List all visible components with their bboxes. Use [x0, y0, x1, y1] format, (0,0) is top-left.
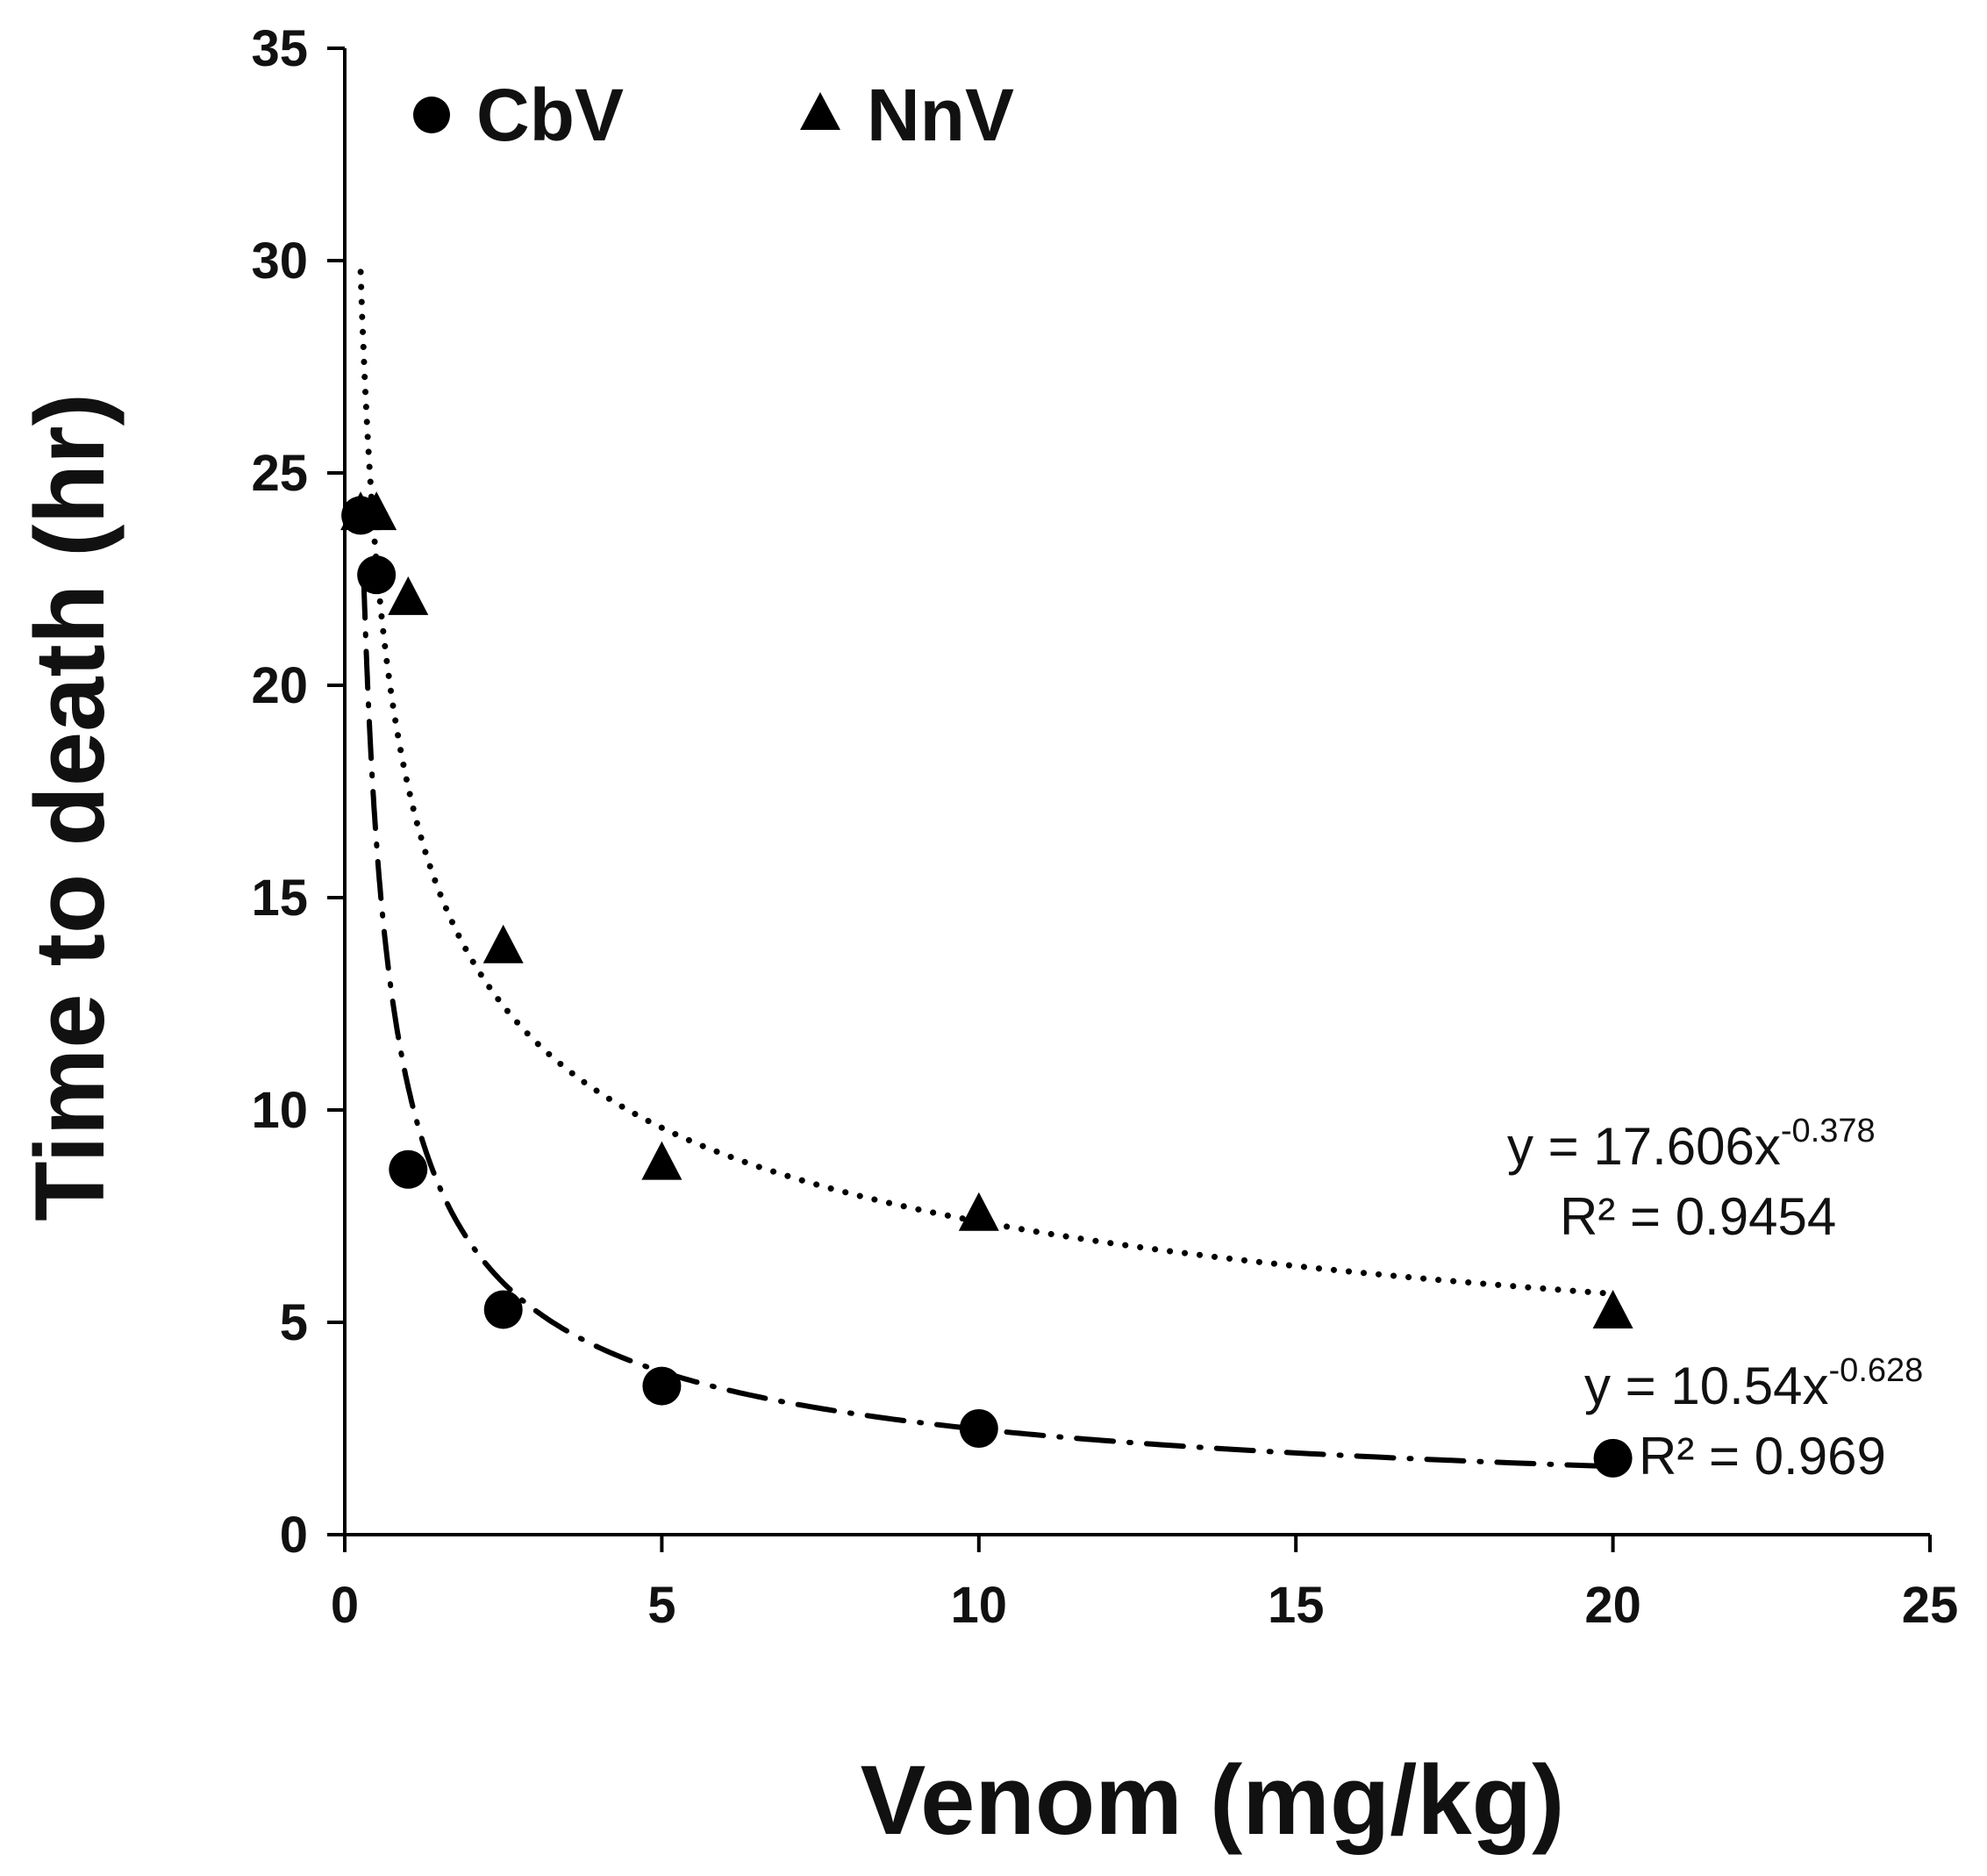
cbv-point-4 — [483, 1290, 523, 1329]
y-tick-label-30: 30 — [251, 233, 308, 290]
cbv-point-3 — [389, 1149, 428, 1189]
axes — [343, 48, 1930, 1536]
nnv-equation-exponent: -0.378 — [1781, 1113, 1876, 1149]
nnv-point-4 — [482, 924, 524, 963]
x-tick-label-10: 10 — [951, 1577, 1008, 1634]
data-points — [340, 491, 1633, 1478]
legend-marker-nnv — [800, 92, 840, 130]
nnv-r-squared: R² = 0.9454 — [1560, 1187, 1836, 1246]
legend: CbV NnV — [413, 74, 1014, 156]
cbv-point-5 — [642, 1366, 682, 1406]
nnv-trendline-annotation: y = 17.606x-0.378 R² = 0.9454 — [1507, 1113, 1876, 1246]
nnv-equation: y = 17.606x-0.378 — [1507, 1113, 1876, 1176]
y-tick-label-35: 35 — [251, 20, 308, 77]
x-tick-label-0: 0 — [331, 1577, 359, 1634]
nnv-equation-base: y = 17.606x — [1507, 1117, 1781, 1176]
cbv-trendline-annotation: y = 10.54x-0.628 R² = 0.969 — [1584, 1352, 1923, 1486]
y-tick-label-25: 25 — [251, 445, 308, 502]
legend-label-nnv: NnV — [867, 74, 1014, 156]
cbv-trendline — [361, 578, 1616, 1470]
nnv-point-5 — [641, 1141, 683, 1180]
cbv-r-squared: R² = 0.969 — [1639, 1427, 1886, 1486]
cbv-equation: y = 10.54x-0.628 — [1584, 1352, 1923, 1415]
x-tick-label-15: 15 — [1268, 1577, 1325, 1634]
axis-ticks: 0 5 10 15 20 25 30 35 0 5 10 15 20 25 — [251, 20, 1958, 1634]
x-tick-label-25: 25 — [1902, 1577, 1959, 1634]
cbv-point-1 — [341, 496, 381, 535]
cbv-equation-exponent: -0.628 — [1829, 1352, 1924, 1389]
y-tick-label-20: 20 — [251, 657, 308, 714]
cbv-equation-base: y = 10.54x — [1584, 1357, 1829, 1415]
nnv-trendline — [357, 269, 1617, 1297]
y-tick-label-0: 0 — [280, 1507, 308, 1564]
nnv-point-7 — [1592, 1290, 1633, 1329]
y-tick-label-15: 15 — [251, 870, 308, 927]
legend-label-cbv: CbV — [476, 74, 624, 156]
x-tick-label-20: 20 — [1584, 1577, 1641, 1634]
x-axis-title: Venom (mg/kg) — [861, 1745, 1565, 1855]
cbv-point-7 — [1593, 1438, 1633, 1478]
nnv-point-3 — [388, 576, 429, 615]
legend-marker-cbv — [413, 97, 450, 133]
cbv-point-2 — [357, 555, 397, 595]
nnv-point-6 — [958, 1192, 999, 1231]
cbv-point-6 — [959, 1409, 998, 1448]
y-tick-label-10: 10 — [251, 1082, 308, 1139]
x-tick-label-5: 5 — [647, 1577, 675, 1634]
y-tick-label-5: 5 — [280, 1294, 308, 1351]
y-axis-title: Time to death (hr) — [15, 393, 125, 1221]
trendlines — [357, 269, 1617, 1470]
